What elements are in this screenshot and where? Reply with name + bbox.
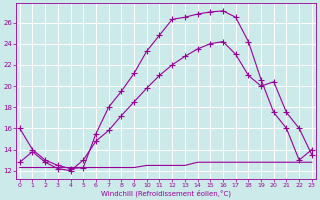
X-axis label: Windchill (Refroidissement éolien,°C): Windchill (Refroidissement éolien,°C) (101, 189, 231, 197)
